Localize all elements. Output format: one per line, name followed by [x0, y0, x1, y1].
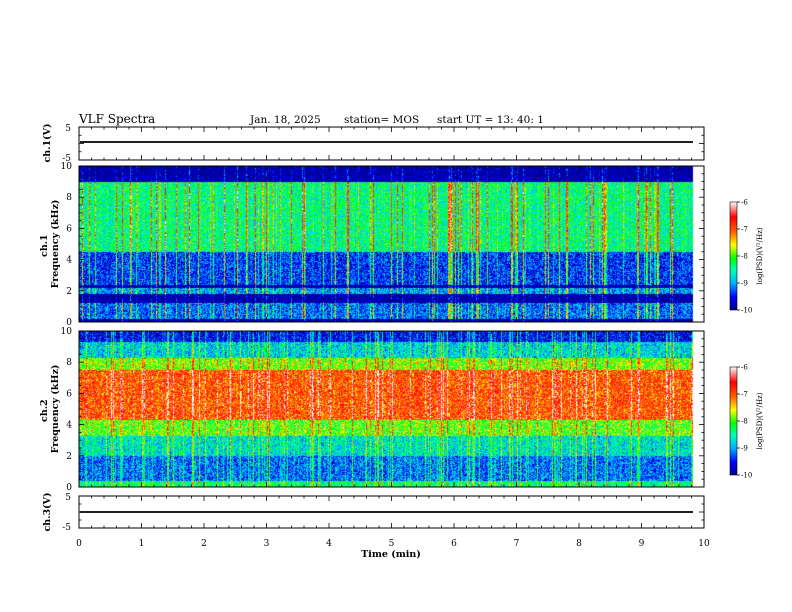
figure-title: VLF Spectra — [78, 112, 155, 126]
time-tick-label: 9 — [639, 539, 645, 549]
time-tick-label: 4 — [326, 539, 332, 549]
ch1-voltage-panel: 5 -5 ch.1(V) — [42, 124, 705, 164]
colorbar-tick-label: -9 — [741, 280, 748, 288]
colorbar-tick-label: -7 — [741, 226, 748, 234]
time-tick-label: 10 — [698, 539, 710, 549]
ch1-spectrogram — [79, 166, 704, 322]
header-station: station= MOS — [344, 114, 419, 126]
colorbar-tick-label: -6 — [741, 364, 748, 372]
freq-tick-label: 2 — [66, 452, 72, 462]
colorbar-tick-label: -8 — [741, 253, 748, 261]
freq-tick-label: 0 — [66, 483, 72, 493]
ch2-colorbar-label: log(PSD)(V²/Hz) — [756, 392, 764, 449]
ch3-voltage-ylabel: ch.3(V) — [42, 493, 53, 532]
freq-tick-label: 0 — [66, 318, 72, 328]
colorbar-tick-label: -7 — [741, 391, 748, 399]
time-xlabel: Time (min) — [361, 549, 421, 560]
ch2-ylabel-freq: Frequency (kHz) — [50, 365, 61, 454]
ch1-colorbar-label: log(PSD)(V²/Hz) — [756, 227, 764, 284]
freq-tick-label: 10 — [61, 162, 73, 172]
freq-tick-label: 10 — [61, 327, 73, 337]
freq-tick-label: 6 — [66, 224, 72, 234]
time-tick-label: 5 — [389, 539, 395, 549]
ch2-spectrogram — [79, 331, 704, 487]
colorbar-tick-label: -10 — [741, 472, 752, 480]
freq-tick-label: 2 — [66, 287, 72, 297]
colorbar-tick-label: -10 — [741, 307, 752, 315]
ch2-ylabel-channel: ch.2 — [39, 399, 50, 422]
ch1-voltage-ylabel: ch.1(V) — [42, 124, 53, 163]
time-tick-label: 8 — [576, 539, 582, 549]
freq-tick-label: 8 — [66, 358, 72, 368]
time-tick-label: 0 — [76, 539, 82, 549]
time-tick-label: 1 — [139, 539, 145, 549]
ch1-ylabel-channel: ch.1 — [39, 234, 50, 257]
ch2-colorbar-gradient — [729, 366, 738, 476]
ch1-spectrogram-ylabel: ch.1 Frequency (kHz) — [39, 200, 61, 289]
ch2-spectrogram-panel: 0 2 4 6 8 10 ch.2 Frequency (kHz) — [39, 327, 705, 493]
ch1-ytick-minus5: -5 — [62, 154, 71, 164]
colorbar-tick-label: -9 — [741, 445, 748, 453]
ch3-voltage-panel: 5 -5 ch.3(V) 0 1 2 3 4 5 6 7 8 9 10 Time (min) — [42, 493, 710, 560]
time-tick-label: 3 — [264, 539, 270, 549]
header-date: Jan. 18, 2025 — [249, 114, 321, 126]
time-tick-label: 2 — [201, 539, 207, 549]
ch2-colorbar: -6 -7 -8 -9 -10 log(PSD)(V²/Hz) — [729, 364, 764, 480]
time-tick-label: 7 — [514, 539, 520, 549]
colorbar-tick-label: -6 — [741, 199, 748, 207]
freq-tick-label: 4 — [66, 421, 72, 431]
header-start-ut: start UT = 13: 40: 1 — [437, 114, 544, 126]
ch1-ylabel-freq: Frequency (kHz) — [50, 200, 61, 289]
freq-tick-label: 4 — [66, 256, 72, 266]
freq-tick-label: 6 — [66, 389, 72, 399]
ch1-colorbar-gradient — [729, 201, 738, 311]
ch1-spectrogram-panel: 0 2 4 6 8 10 ch.1 Frequency (kHz) — [39, 162, 705, 328]
ch3-ytick-minus5: -5 — [62, 523, 71, 533]
ch1-colorbar: -6 -7 -8 -9 -10 log(PSD)(V²/Hz) — [729, 199, 764, 315]
time-tick-label: 6 — [451, 539, 457, 549]
ch1-ytick-5: 5 — [65, 124, 71, 134]
colorbar-tick-label: -8 — [741, 418, 748, 426]
ch3-ytick-5: 5 — [65, 493, 71, 503]
ch2-spectrogram-ylabel: ch.2 Frequency (kHz) — [39, 365, 61, 454]
freq-tick-label: 8 — [66, 193, 72, 203]
